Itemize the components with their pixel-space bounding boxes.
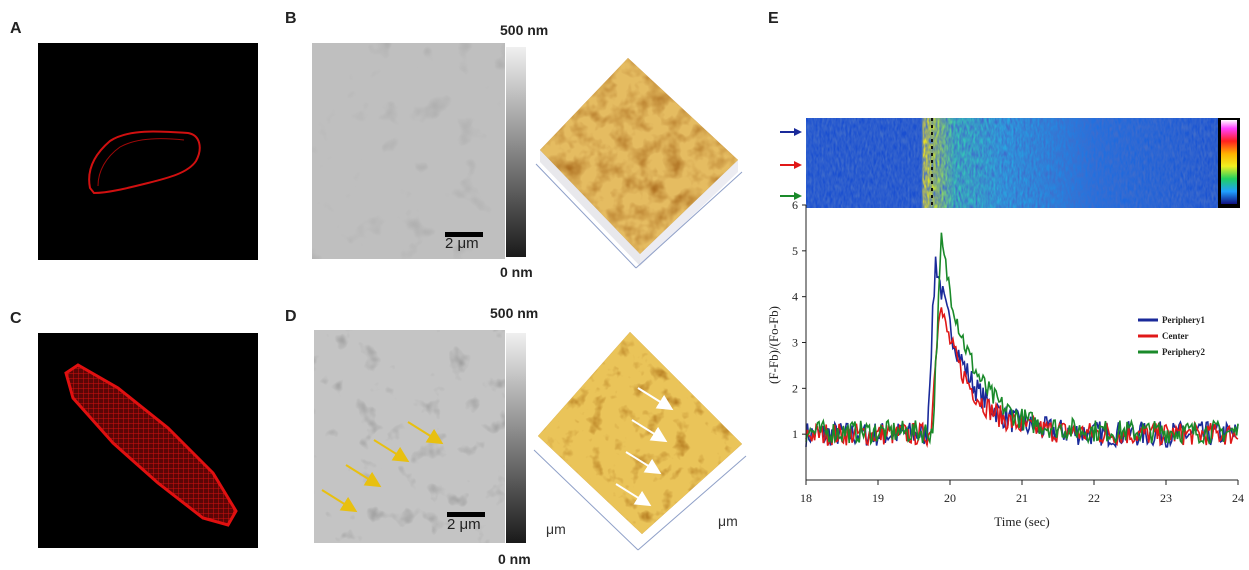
y-tick-label: 6: [792, 200, 798, 212]
linescan-heatmap: [806, 114, 1242, 208]
y-tick-label: 5: [792, 244, 798, 258]
height-colorbar-b: [506, 47, 526, 257]
scale-bar-label-b: 2 μm: [445, 235, 479, 252]
scale-bar-b: [445, 232, 483, 237]
colorbar-min-d: 0 nm: [498, 551, 531, 567]
colorbar-max-d: 500 nm: [490, 305, 539, 321]
white-arrow-2: [631, 419, 668, 443]
y-axis-label: (F-Fb)/(Fo-Fb): [766, 306, 781, 384]
scale-bar-label-d: 2 μm: [447, 516, 481, 533]
x-tick-label: 23: [1160, 491, 1172, 505]
panel-label-b: B: [285, 10, 297, 27]
center-arrow: [780, 157, 804, 175]
height-colorbar-d: [506, 333, 526, 543]
white-arrow-1: [637, 387, 674, 411]
panel-label-d: D: [285, 308, 297, 325]
afm-texture-b: [312, 43, 505, 259]
panel-label-a: A: [10, 20, 22, 37]
panel-a-confocal-image: [38, 43, 258, 260]
y-tick-label: 2: [792, 381, 798, 395]
colorbar-min-b: 0 nm: [500, 264, 533, 280]
x-tick-label: 22: [1088, 491, 1100, 505]
afm-texture-d: [314, 330, 505, 543]
panel-d-afm-image: 2 μm: [314, 330, 505, 543]
legend-label-center: Center: [1162, 331, 1189, 341]
cell-outline-a: [88, 130, 201, 195]
x-tick-label: 18: [800, 491, 812, 505]
panel-c-confocal-image: [38, 333, 258, 548]
axis-unit-left-d: μm: [546, 521, 566, 537]
yellow-arrow-2: [345, 464, 382, 488]
y-tick-label: 1: [792, 427, 798, 441]
x-tick-label: 21: [1016, 491, 1028, 505]
panel-b-afm-image: 2 μm: [312, 43, 505, 259]
yellow-arrow-3: [373, 439, 410, 463]
cell-outline-c: [64, 363, 238, 527]
afm-3d-surface-b: [532, 42, 750, 272]
white-arrow-4: [615, 483, 652, 507]
panel-label-e: E: [768, 10, 779, 27]
x-tick-label: 20: [944, 491, 956, 505]
yellow-arrow-1: [321, 489, 358, 513]
y-tick-label: 3: [792, 336, 798, 350]
periphery1-arrow: [780, 124, 804, 142]
x-axis-label: Time (sec): [994, 514, 1050, 529]
x-tick-label: 19: [872, 491, 884, 505]
x-tick-label: 24: [1232, 491, 1244, 505]
periphery2-arrow: [780, 188, 804, 206]
scale-bar-d: [447, 512, 485, 517]
colorbar-max-b: 500 nm: [500, 22, 549, 38]
y-tick-label: 4: [792, 290, 798, 304]
series-line-periphery2: [805, 232, 1239, 446]
panel-label-c: C: [10, 310, 22, 327]
legend-label-periphery2: Periphery2: [1162, 347, 1205, 357]
yellow-arrow-4: [407, 421, 444, 445]
legend-label-periphery1: Periphery1: [1162, 315, 1205, 325]
afm-3d-surface-d: [532, 324, 750, 554]
white-arrow-3: [625, 451, 662, 475]
axis-unit-right-d: μm: [718, 513, 738, 529]
